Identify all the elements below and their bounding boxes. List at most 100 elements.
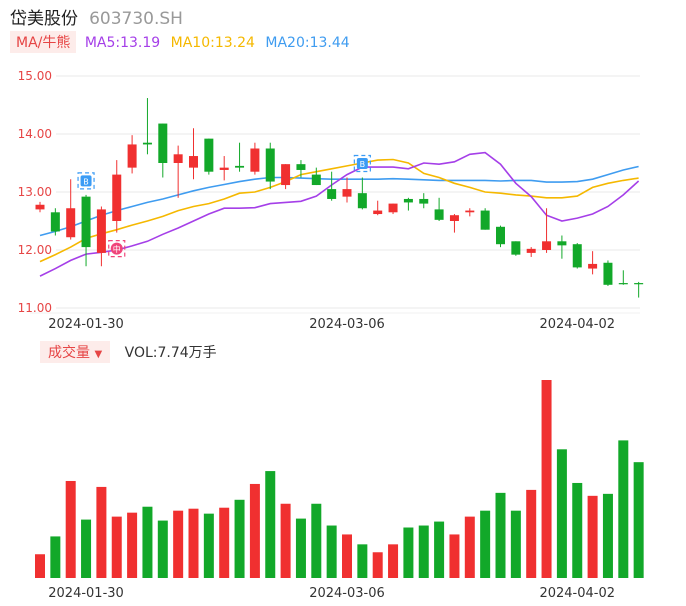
candle[interactable]	[480, 208, 490, 230]
candle-body[interactable]	[158, 123, 168, 163]
candle[interactable]	[35, 201, 45, 213]
candle-body[interactable]	[511, 241, 521, 255]
candle-body[interactable]	[496, 226, 505, 245]
buy-signal-icon[interactable]: B	[77, 172, 95, 190]
volume-bar[interactable]	[633, 462, 644, 578]
volume-bar[interactable]	[35, 554, 45, 578]
volume-bar[interactable]	[480, 510, 491, 578]
candle[interactable]	[618, 270, 628, 285]
buy-signal-icon[interactable]: B	[353, 154, 371, 173]
candle-body[interactable]	[588, 263, 598, 269]
candle-body[interactable]	[81, 196, 91, 248]
candle[interactable]	[327, 171, 337, 201]
volume-bar[interactable]	[188, 508, 199, 578]
volume-bar[interactable]	[280, 503, 291, 578]
candle-body[interactable]	[403, 198, 413, 203]
volume-bar[interactable]	[541, 380, 552, 578]
candle[interactable]	[542, 208, 552, 253]
candle[interactable]	[511, 241, 521, 256]
candle[interactable]	[388, 203, 398, 215]
volume-bar[interactable]	[234, 499, 245, 578]
candle[interactable]	[496, 225, 505, 248]
candle[interactable]	[281, 164, 291, 190]
candle-body[interactable]	[219, 167, 229, 170]
candle[interactable]	[342, 177, 352, 203]
volume-bar[interactable]	[127, 512, 138, 578]
volume-bar[interactable]	[311, 503, 322, 578]
volume-bar[interactable]	[418, 525, 429, 578]
candle-body[interactable]	[542, 241, 552, 250]
volume-bars[interactable]	[35, 380, 644, 578]
candle[interactable]	[173, 145, 183, 198]
candle-body[interactable]	[250, 148, 260, 172]
candle-body[interactable]	[96, 209, 106, 253]
volume-bar[interactable]	[510, 510, 521, 578]
candle[interactable]	[634, 281, 644, 298]
volume-bar[interactable]	[142, 506, 153, 578]
volume-bar[interactable]	[495, 492, 506, 578]
volume-bar[interactable]	[173, 510, 184, 578]
volume-bar[interactable]	[434, 521, 445, 578]
candle-body[interactable]	[419, 198, 429, 204]
candle[interactable]	[250, 142, 260, 175]
volume-bar[interactable]	[526, 489, 537, 578]
volume-bar[interactable]	[65, 480, 76, 578]
candle-body[interactable]	[572, 244, 582, 268]
ma-indicator-selector[interactable]: MA/牛熊	[10, 31, 77, 53]
volume-bar[interactable]	[81, 519, 92, 578]
volume-bar[interactable]	[203, 513, 214, 578]
volume-bar[interactable]	[265, 471, 276, 578]
candle[interactable]	[189, 128, 198, 180]
volume-bar[interactable]	[342, 534, 352, 578]
candle-body[interactable]	[342, 189, 352, 197]
candle-body[interactable]	[434, 209, 444, 220]
candle[interactable]	[603, 260, 613, 286]
candle-body[interactable]	[265, 148, 275, 182]
candle[interactable]	[449, 214, 459, 233]
candle-body[interactable]	[373, 210, 383, 215]
volume-bar[interactable]	[50, 536, 61, 578]
candle-body[interactable]	[204, 138, 214, 172]
volume-bar[interactable]	[357, 544, 368, 578]
candle[interactable]	[204, 138, 214, 175]
candle-body[interactable]	[327, 189, 337, 199]
candle[interactable]	[588, 251, 598, 275]
candle-body[interactable]	[142, 142, 152, 145]
signal-icon[interactable]: 中	[108, 240, 126, 258]
volume-bar[interactable]	[618, 440, 629, 578]
candle[interactable]	[434, 197, 444, 221]
candle[interactable]	[465, 208, 475, 217]
candle-body[interactable]	[311, 174, 321, 186]
candle[interactable]	[572, 243, 582, 269]
candle[interactable]	[50, 208, 60, 236]
volume-bar[interactable]	[372, 552, 383, 578]
candle[interactable]	[373, 200, 383, 216]
candle-body[interactable]	[357, 193, 367, 209]
candle[interactable]	[419, 193, 429, 209]
candle[interactable]	[112, 160, 122, 233]
candle[interactable]	[66, 179, 76, 240]
volume-bar[interactable]	[602, 493, 613, 578]
candle-body[interactable]	[557, 241, 567, 246]
candle-body[interactable]	[388, 203, 398, 213]
volume-indicator-selector[interactable]: 成交量 ▼	[40, 341, 111, 363]
candle-body[interactable]	[35, 204, 45, 210]
candle[interactable]	[557, 235, 567, 259]
candle[interactable]	[265, 142, 275, 190]
volume-bar[interactable]	[572, 482, 583, 578]
candle-body[interactable]	[66, 208, 76, 238]
candle-body[interactable]	[235, 165, 245, 168]
candle-body[interactable]	[480, 210, 490, 230]
candle[interactable]	[142, 98, 152, 155]
candle-body[interactable]	[189, 156, 198, 168]
signal-markers[interactable]: B 中 B	[77, 154, 371, 258]
volume-bar[interactable]	[219, 507, 230, 578]
volume-bar[interactable]	[556, 449, 567, 578]
candle-body[interactable]	[634, 283, 644, 285]
candle[interactable]	[526, 247, 536, 257]
volume-bar[interactable]	[295, 518, 306, 578]
volume-bar[interactable]	[157, 520, 168, 578]
candle[interactable]	[235, 142, 245, 172]
candle[interactable]	[219, 156, 229, 181]
